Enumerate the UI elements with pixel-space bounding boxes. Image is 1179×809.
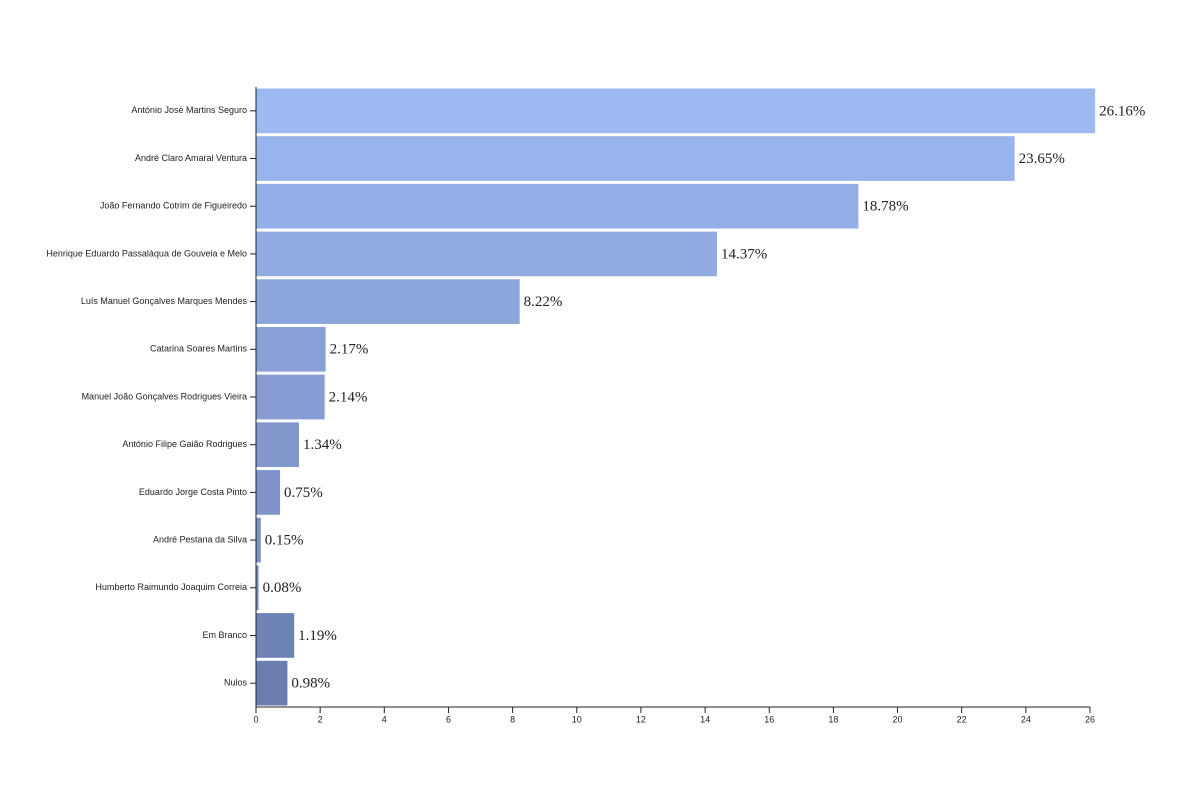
bar	[256, 565, 259, 611]
y-tick-label: João Fernando Cotrim de Figueiredo	[100, 201, 247, 211]
bar	[256, 613, 295, 658]
value-label: 0.98%	[291, 676, 330, 692]
y-tick-label: Manuel João Gonçalves Rodrigues Vieira	[82, 391, 247, 401]
value-label: 0.15%	[265, 533, 304, 549]
y-tick-label: Luís Manuel Gonçalves Marques Mendes	[81, 296, 248, 306]
value-label: 23.65%	[1019, 151, 1065, 167]
x-tick-label: 0	[253, 714, 258, 724]
y-tick-label: André Pestana da Silva	[153, 534, 247, 544]
bar	[256, 183, 859, 229]
x-tick-label: 12	[636, 714, 646, 724]
x-tick-label: 16	[764, 714, 774, 724]
bar	[256, 231, 717, 277]
bar	[256, 136, 1015, 181]
x-tick-label: 26	[1085, 714, 1095, 724]
x-tick-label: 20	[893, 714, 903, 724]
bar	[256, 374, 325, 420]
y-tick-label: Eduardo Jorge Costa Pinto	[139, 487, 247, 497]
bar	[256, 326, 326, 372]
x-tick-label: 6	[446, 714, 451, 724]
value-label: 8.22%	[524, 294, 563, 310]
bar	[256, 279, 520, 324]
value-label: 18.78%	[862, 199, 908, 215]
y-tick-label: Henrique Eduardo Passaláqua de Gouveia e…	[46, 248, 247, 258]
x-tick-label: 24	[1021, 714, 1031, 724]
x-tick-label: 18	[828, 714, 838, 724]
x-tick-label: 4	[382, 714, 387, 724]
value-label: 1.34%	[303, 437, 342, 453]
value-label: 2.14%	[329, 389, 368, 405]
bar	[256, 470, 281, 515]
value-label: 0.08%	[263, 580, 302, 596]
y-tick-label: António José Martins Seguro	[131, 105, 247, 115]
y-tick-label: Em Branco	[202, 630, 247, 640]
value-label: 2.17%	[330, 342, 369, 358]
x-tick-label: 22	[957, 714, 967, 724]
y-tick-label: António Filipe Gaião Rodrigues	[122, 439, 247, 449]
y-tick-label: Nulos	[224, 678, 248, 688]
y-tick-label: André Claro Amaral Ventura	[135, 153, 247, 163]
bar	[256, 660, 288, 706]
y-tick-label: Humberto Raimundo Joaquim Correia	[95, 582, 247, 592]
value-label: 14.37%	[721, 246, 767, 262]
bar	[256, 517, 261, 563]
value-label: 0.75%	[284, 485, 323, 501]
x-tick-label: 10	[572, 714, 582, 724]
value-label: 26.16%	[1099, 103, 1145, 119]
value-label: 1.19%	[298, 628, 337, 644]
x-tick-label: 2	[318, 714, 323, 724]
y-tick-label: Catarina Soares Martins	[150, 344, 248, 354]
bar	[256, 88, 1096, 134]
bar	[256, 422, 299, 468]
x-tick-label: 8	[510, 714, 515, 724]
x-tick-label: 14	[700, 714, 710, 724]
